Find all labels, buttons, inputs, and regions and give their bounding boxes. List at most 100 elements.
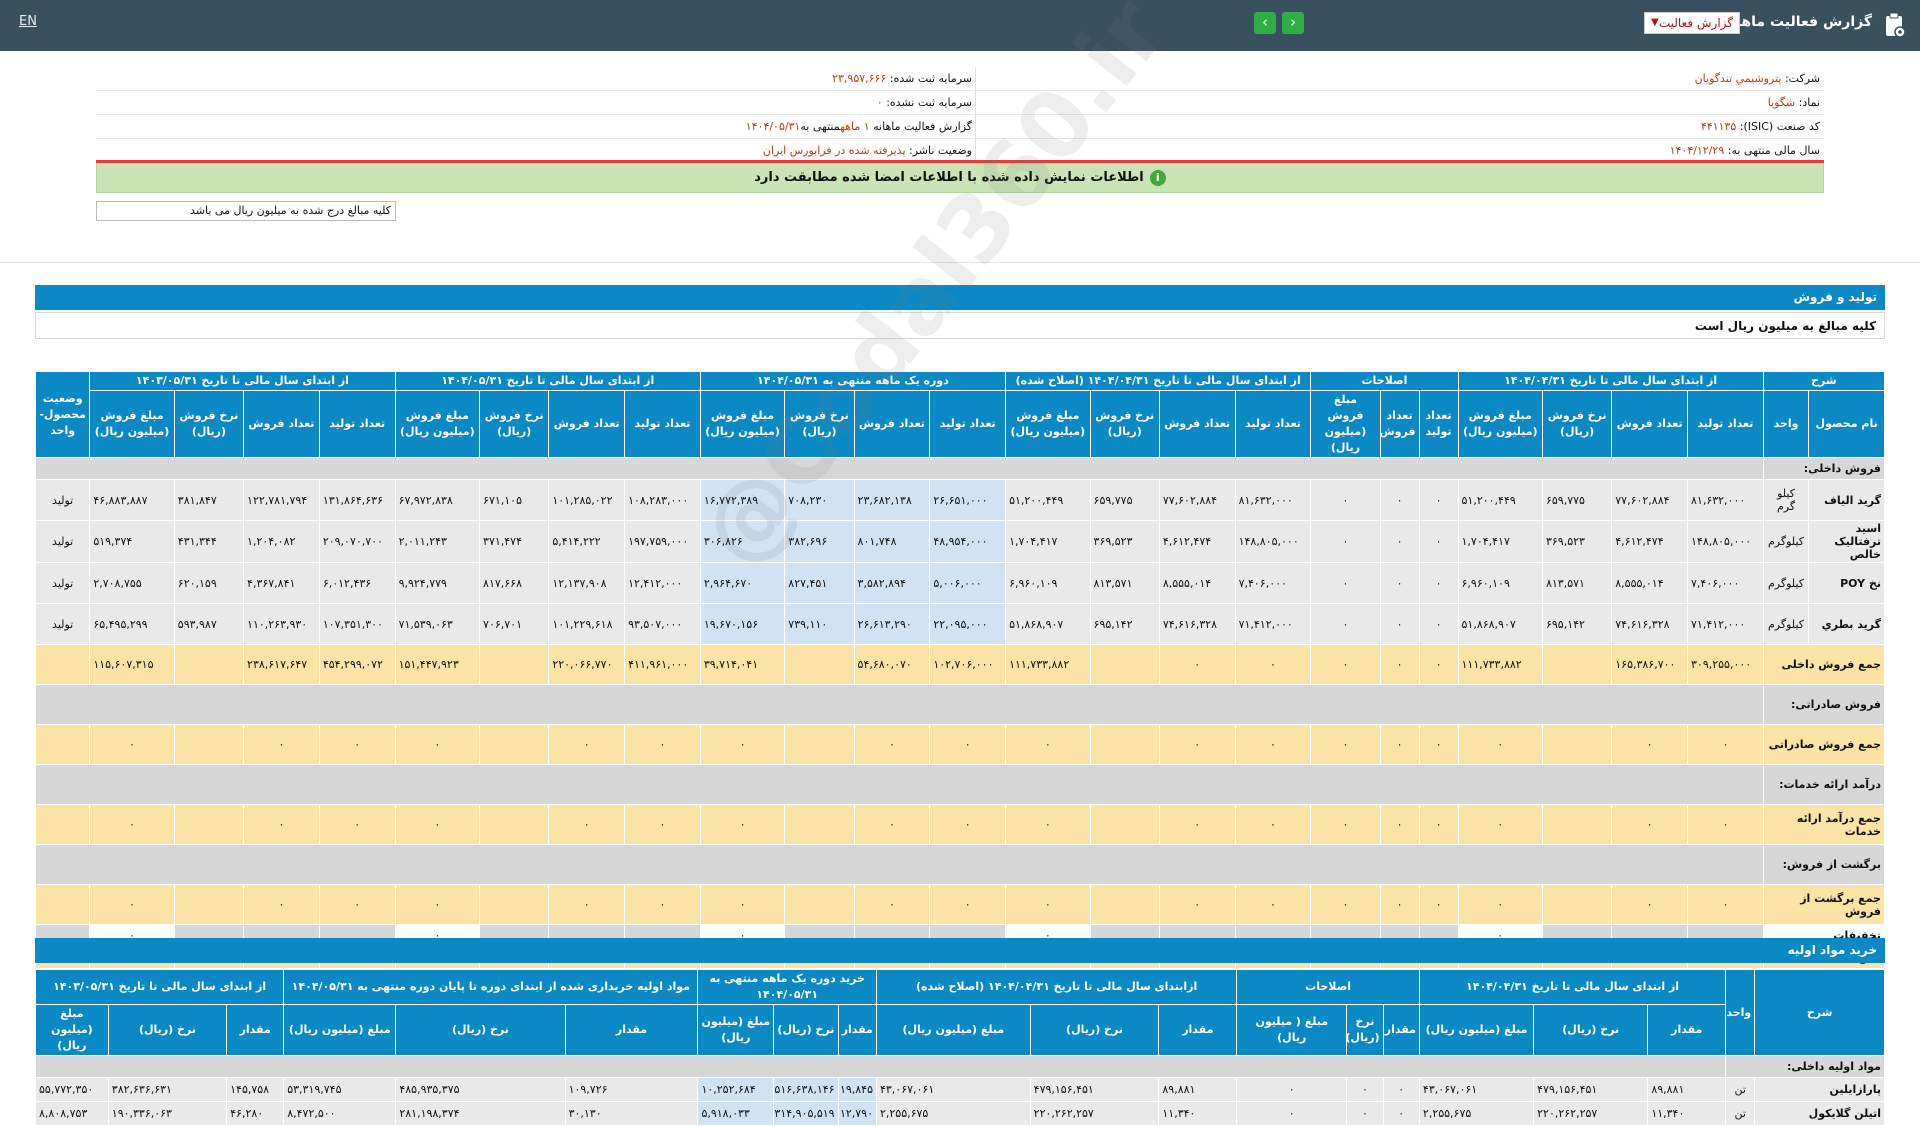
company-label: شرکت:	[1784, 72, 1820, 85]
table-cell: ۰	[1379, 804, 1420, 845]
symbol-value[interactable]: شگویا	[1767, 96, 1796, 109]
table-cell: ۱۱,۳۴۰	[1647, 1101, 1727, 1126]
table-cell: ۵۱,۲۰۰,۴۴۹	[1457, 479, 1543, 521]
table-cell: ۷۳۹,۱۱۰	[784, 603, 855, 645]
table-cell: ۹۳,۵۰۷,۰۰۰	[624, 603, 701, 645]
table-cell: ۰	[699, 884, 786, 925]
column-header: مبلغ فروش (میلیون ریال)	[89, 390, 175, 458]
table-cell: ۵,۰۰۶,۰۰۰	[929, 562, 1007, 604]
table-cell: ۶۵,۴۹۵,۲۹۹	[89, 603, 175, 645]
table-cell	[479, 644, 550, 685]
clipboard-gear-icon[interactable]	[1884, 12, 1906, 38]
material-unit: تن	[1725, 1077, 1756, 1102]
table-cell: ۰	[89, 804, 175, 845]
report-type-select[interactable]: گزارش فعالیت ▼	[1644, 12, 1740, 34]
table-cell: ۳۸۲,۶۹۶	[784, 520, 855, 563]
table-cell: ۱۹۰,۳۳۶,۰۶۳	[107, 1101, 228, 1126]
publisher-status-value: پذیرفته شده در فرابورس ایران	[762, 144, 906, 157]
table-cell: ۶,۹۶۰,۱۰۹	[1457, 562, 1543, 604]
table-cell: ۴۳,۰۶۷,۰۶۱	[1418, 1077, 1535, 1102]
column-header: مقدار	[1158, 1004, 1238, 1056]
table-cell: ۱۰۱,۲۸۵,۰۲۲	[548, 479, 626, 521]
table-cell: ۰	[1158, 804, 1236, 845]
table-cell	[784, 804, 855, 845]
table-cell: ۲,۰۱۱,۲۴۳	[394, 520, 481, 563]
table-cell: ۶,۰۱۲,۴۳۶	[318, 562, 396, 604]
column-group-header: شرح	[1754, 969, 1885, 1056]
previous-button[interactable]: ‹	[1254, 12, 1276, 34]
column-header: تعداد تولید	[1418, 390, 1459, 458]
table-cell: ۴,۶۱۲,۴۷۴	[1158, 520, 1236, 563]
table-cell	[1541, 724, 1613, 765]
table-cell: ۱۶,۷۷۲,۳۸۹	[699, 479, 786, 521]
table-cell: ۳۰۶,۸۲۶	[699, 520, 786, 563]
table-cell: ۳۷۱,۴۷۴	[479, 520, 550, 563]
table-row: گريد الياف کیلو گرم ۸۱,۶۳۲,۰۰۰ ۷۷,۶۰۲,۸۸۴ ۶۵…	[34, 479, 1885, 521]
table-cell: ۵۱۶,۶۳۸,۱۴۶	[773, 1077, 839, 1102]
table-cell: ۵,۴۱۴,۲۲۲	[548, 520, 626, 563]
column-header: مبلغ (میلیون ریال)	[875, 1004, 1031, 1056]
table-cell: ۰	[1005, 724, 1091, 765]
table-cell: ۰	[1379, 520, 1420, 563]
report-label: گزارش فعالیت ماهانه	[873, 120, 972, 133]
table-cell: ۶۵۹,۷۷۵	[1089, 479, 1160, 521]
table-cell: ۰	[853, 724, 931, 765]
table-cell: ۰	[929, 724, 1007, 765]
table-cell: ۱,۲۰۴,۰۸۲	[243, 520, 320, 563]
table-cell: ۰	[89, 724, 175, 765]
table-cell: ۰	[853, 884, 931, 925]
column-header: مبلغ فروش (میلیون ریال)	[1457, 390, 1543, 458]
table-cell: ۱۱۵,۶۰۷,۳۱۵	[89, 644, 175, 685]
table-cell: ۵۳,۳۱۹,۷۴۵	[283, 1077, 397, 1102]
table-cell: ۴۳,۰۶۷,۰۶۱	[875, 1077, 1031, 1102]
table-cell: ۶۵۹,۷۷۵	[1541, 479, 1613, 521]
column-header: تعداد تولید	[929, 390, 1007, 458]
table-cell: ۰	[548, 804, 626, 845]
section-note: کلیه مبالغ به میلیون ریال است	[35, 312, 1885, 339]
table-row: فروش صادراتی:	[35, 684, 1886, 725]
table-cell: ۰	[624, 804, 701, 845]
table-cell: ۰	[1310, 479, 1381, 521]
banner-text: اطلاعات نمایش داده شده با اطلاعات امضا ش…	[754, 170, 1144, 185]
column-header: نرخ (ریال)	[773, 1004, 839, 1056]
table-cell: ۵۱,۸۶۸,۹۰۷	[1457, 603, 1543, 645]
table-row: گريد بطري کیلوگرم ۷۱,۴۱۲,۰۰۰ ۷۴,۶۱۶,۳۲۸ ۶۹۵,…	[34, 603, 1885, 645]
table-cell: ۰	[929, 884, 1007, 925]
table-cell: ۰	[318, 884, 396, 925]
report-type-selected: گزارش فعالیت	[1658, 16, 1733, 30]
table-cell: ۰	[1158, 724, 1236, 765]
table-cell: ۸,۸۰۸,۷۵۳	[35, 1101, 109, 1126]
column-header: تعداد فروش	[1158, 390, 1236, 458]
product-unit: کیلوگرم	[1762, 562, 1810, 604]
column-group-header: خرید دوره یک ماهه منتهی به ۱۴۰۴/۰۵/۳۱	[697, 969, 877, 1005]
product-status: تولید	[34, 562, 91, 604]
table-cell: ۰	[1418, 520, 1459, 563]
table-cell: ۰	[1611, 804, 1689, 845]
column-header: مبلغ ( میلیون ریال)	[1236, 1004, 1348, 1056]
column-header: مبلغ فروش (میلیون ریال)	[699, 390, 786, 458]
table-cell: ۰	[1379, 562, 1420, 604]
table-cell: ۰	[1236, 1101, 1348, 1126]
table-cell: ۳۶۹,۵۲۳	[1089, 520, 1160, 563]
column-group-header: از ابتدای سال مالی تا تاریخ ۱۴۰۴/۰۴/۳۱ (…	[1005, 371, 1312, 391]
table-cell: ۰	[1310, 520, 1381, 563]
table-cell	[479, 724, 550, 765]
isic-label: کد صنعت (ISIC):	[1739, 120, 1820, 133]
language-switch-link[interactable]: EN	[19, 14, 37, 29]
next-button[interactable]: ›	[1282, 12, 1304, 34]
column-header: تعداد تولید	[624, 390, 701, 458]
table-cell: ۰	[394, 724, 481, 765]
capital-value: ۲۳,۹۵۷,۶۶۶	[832, 72, 887, 85]
table-cell: ۸,۴۷۲,۵۰۰	[283, 1101, 397, 1126]
table-cell: ۰	[1005, 884, 1091, 925]
table-cell: ۸۱,۶۳۲,۰۰۰	[1687, 479, 1764, 521]
table-cell: ۰	[1379, 724, 1420, 765]
table-cell: ۰	[1236, 1077, 1348, 1102]
table-cell: ۱۲۲,۷۸۱,۷۹۴	[243, 479, 320, 521]
table-group-header: شرح از ابتدای سال مالی تا تاریخ ۱۴۰۴/۰۴/۳…	[34, 371, 1886, 458]
table-cell: ۲۲,۰۹۵,۰۰۰	[929, 603, 1007, 645]
table-cell: ۰	[1382, 1077, 1420, 1102]
table-row: برگشت از فروش:	[35, 844, 1886, 885]
table-cell: ۰	[1457, 884, 1543, 925]
table-cell	[479, 804, 550, 845]
